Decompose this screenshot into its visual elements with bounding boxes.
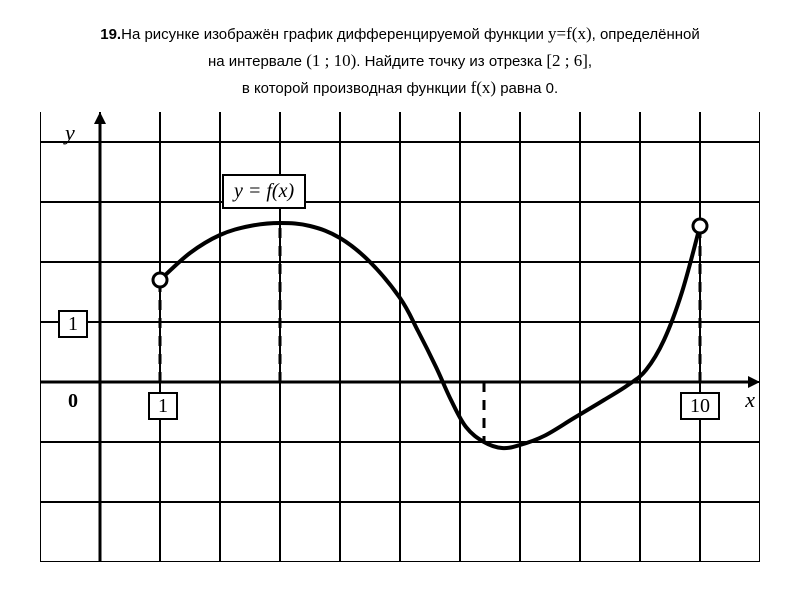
math-seg: y=f(x) — [548, 24, 592, 43]
math-seg: (1 ; 10) — [306, 51, 356, 70]
problem-number: 19. — [100, 26, 121, 43]
text-seg: На рисунке изображён график дифференциру… — [121, 26, 548, 43]
text-seg: , — [588, 53, 592, 70]
chart-svg — [40, 112, 760, 562]
text-seg: . Найдите точку из отрезка — [356, 53, 546, 70]
tick-x-10: 10 — [680, 392, 720, 420]
equation-label: y = f(x) — [222, 174, 306, 209]
text-seg: в которой производная функции — [242, 80, 471, 97]
math-seg: f(x) — [471, 78, 496, 97]
origin-label: 0 — [68, 390, 78, 413]
problem-statement: 19.На рисунке изображён график дифференц… — [40, 20, 760, 102]
text-seg: равна 0. — [496, 80, 558, 97]
chart: y x 0 1 1 10 y = f(x) — [40, 112, 760, 562]
y-axis-label: y — [65, 120, 75, 146]
text-seg: на интервале — [208, 53, 306, 70]
math-seg: [2 ; 6] — [546, 51, 588, 70]
x-axis-label: x — [745, 387, 755, 413]
text-seg: , определённой — [592, 26, 700, 43]
tick-y-1: 1 — [58, 310, 88, 338]
tick-x-1: 1 — [148, 392, 178, 420]
